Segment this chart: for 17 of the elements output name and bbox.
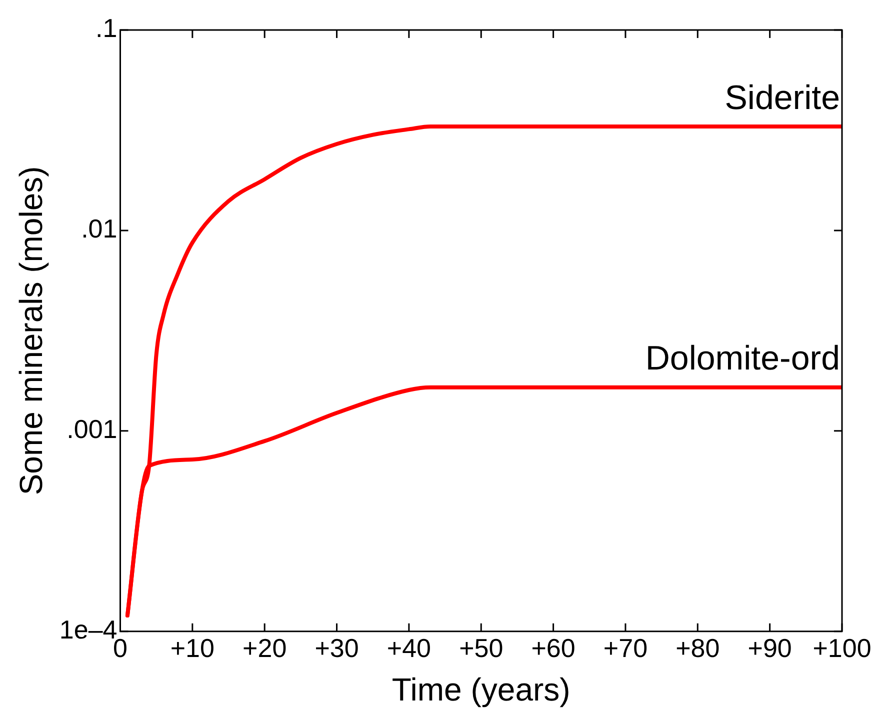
x-tick-label: +30 <box>314 633 359 664</box>
x-tick-label: +10 <box>170 633 214 664</box>
y-tick-label: .001 <box>66 414 118 444</box>
x-tick-label: +50 <box>459 633 504 664</box>
x-tick-label: +70 <box>603 633 648 664</box>
x-tick-label: +80 <box>676 633 720 664</box>
x-tick-label: +20 <box>242 633 287 664</box>
y-tick-label: .1 <box>96 13 118 44</box>
x-tick-label: +90 <box>748 633 792 664</box>
series-label: Dolomite-ord <box>645 340 840 378</box>
x-tick-label: +60 <box>531 633 576 664</box>
y-tick-label: .01 <box>81 214 118 244</box>
x-axis-title: Time (years) <box>392 672 570 708</box>
x-tick-label: +40 <box>386 633 431 664</box>
x-tick-label: +100 <box>812 633 872 664</box>
y-axis-title: Some minerals (moles) <box>13 166 50 496</box>
series-label: Siderite <box>724 78 840 117</box>
